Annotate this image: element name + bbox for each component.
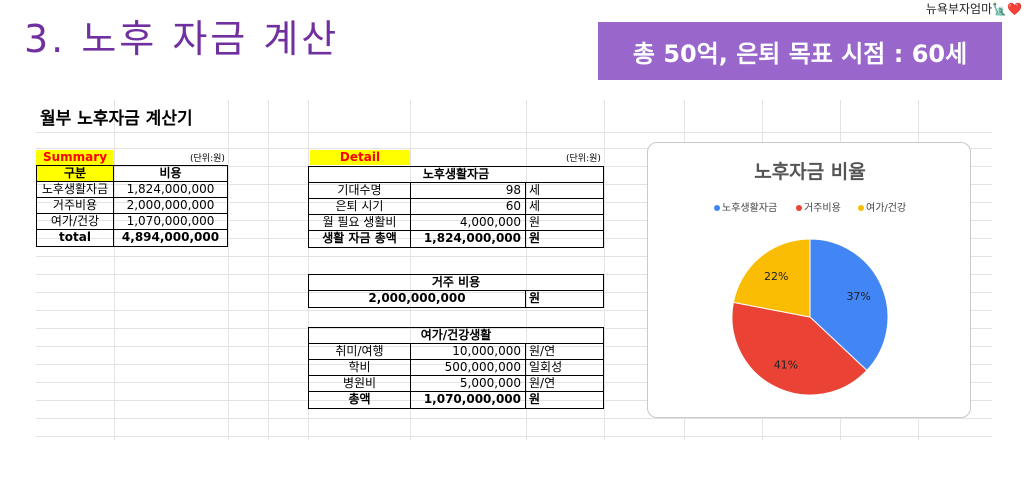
leisure-row-name: 병원비	[308, 375, 411, 392]
pie-chart-card: 노후자금 비율 노후생활자금 거주비용 여가/건강 37% 41% 22%	[647, 142, 971, 418]
leisure-row-value: 5,000,000	[410, 375, 526, 392]
legend-item-living: 노후생활자금	[714, 199, 777, 214]
living-row-unit: 세	[525, 198, 604, 215]
summary-row-name: 거주비용	[36, 197, 114, 214]
summary-row-name: 여가/건강	[36, 213, 114, 230]
living-total-unit: 원	[525, 230, 604, 248]
summary-total-label: total	[36, 229, 114, 247]
summary-total-value: 4,894,000,000	[113, 229, 228, 247]
legend-dot	[796, 205, 802, 211]
living-row-unit: 세	[525, 182, 604, 199]
legend-item-housing: 거주비용	[796, 199, 841, 214]
housing-header: 거주 비용	[308, 274, 604, 291]
summary-label: Summary	[36, 150, 114, 165]
pie-slice-3	[732, 238, 811, 318]
leisure-row-unit: 원/연	[525, 375, 604, 392]
chart-title: 노후자금 비율	[754, 161, 866, 183]
slide-title: 3. 노후 자금 계산	[24, 17, 340, 61]
leisure-row-value: 10,000,000	[410, 343, 526, 360]
summary-unit: (단위:원)	[190, 154, 225, 164]
legend-dot	[714, 205, 720, 211]
leisure-row-value: 500,000,000	[410, 359, 526, 376]
living-total-label: 생활 자금 총액	[308, 230, 411, 248]
housing-value: 2,000,000,000	[308, 290, 526, 308]
calculator-title: 월부 노후자금 계산기	[40, 109, 193, 129]
pie-label-3: 22%	[764, 270, 788, 283]
pie-label-2: 41%	[774, 358, 798, 371]
pie-slice-2	[731, 301, 868, 396]
goal-banner: 총 50억, 은퇴 목표 시점 : 60세	[598, 22, 1002, 80]
summary-row-value: 1,824,000,000	[113, 181, 228, 198]
brand-label: 뉴욕부자엄마🗽❤️	[925, 2, 1022, 16]
leisure-row-unit: 일회성	[525, 359, 604, 376]
living-row-name: 기대수명	[308, 182, 411, 199]
detail-unit: (단위:원)	[566, 154, 601, 164]
living-row-value: 98	[410, 182, 526, 199]
summary-row-value: 1,070,000,000	[113, 213, 228, 230]
summary-header-cost: 비용	[113, 165, 228, 182]
living-row-name: 월 필요 생활비	[308, 214, 411, 231]
housing-unit: 원	[525, 290, 604, 308]
legend-label: 노후생활자금	[722, 203, 778, 214]
legend-dot	[858, 205, 864, 211]
leisure-row-name: 학비	[308, 359, 411, 376]
pie-slice-1	[809, 238, 889, 372]
legend-label: 여가/건강	[866, 203, 907, 214]
living-row-unit: 원	[525, 214, 604, 231]
leisure-total-unit: 원	[525, 391, 604, 409]
summary-row-value: 2,000,000,000	[113, 197, 228, 214]
summary-row-name: 노후생활자금	[36, 181, 114, 198]
legend-label: 거주비용	[804, 203, 841, 214]
living-total-value: 1,824,000,000	[410, 230, 526, 248]
leisure-total-value: 1,070,000,000	[410, 391, 526, 409]
leisure-row-unit: 원/연	[525, 343, 604, 360]
living-row-value: 60	[410, 198, 526, 215]
leisure-row-name: 취미/여행	[308, 343, 411, 360]
detail-label: Detail	[310, 150, 410, 165]
leisure-header: 여가/건강생활	[308, 327, 604, 344]
summary-header-category: 구분	[36, 165, 114, 182]
pie-label-1: 37%	[846, 290, 870, 303]
living-row-value: 4,000,000	[410, 214, 526, 231]
living-row-name: 은퇴 시기	[308, 198, 411, 215]
leisure-total-label: 총액	[308, 391, 411, 409]
pie-chart: 37% 41% 22%	[731, 238, 889, 396]
legend-item-leisure: 여가/건강	[858, 199, 906, 214]
living-header: 노후생활자금	[308, 166, 604, 183]
